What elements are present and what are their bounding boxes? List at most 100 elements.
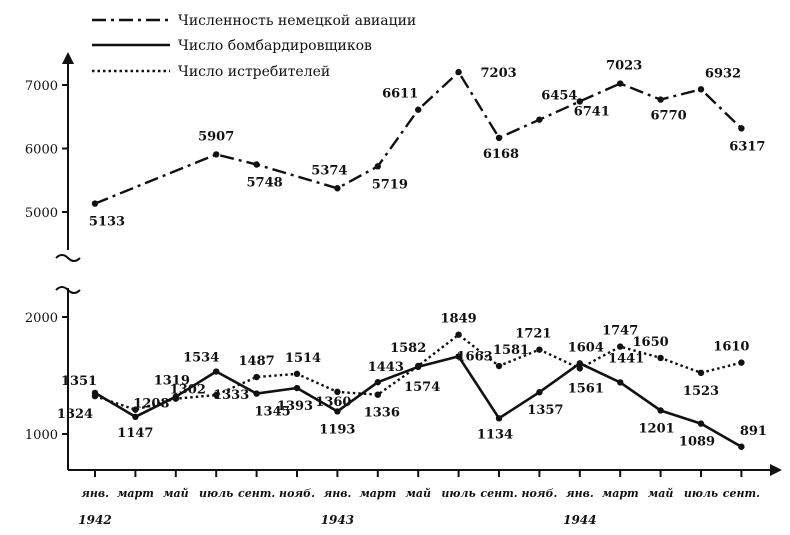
data-label: 1134 [477,427,513,442]
data-point [91,200,99,207]
x-tick-label: сент. [480,487,517,500]
data-point [132,406,139,413]
data-label: 6932 [705,66,741,81]
data-label: 6317 [729,139,765,154]
data-label: 1487 [239,354,275,369]
x-tick-label: сент. [723,487,760,500]
data-label: 1514 [285,351,321,366]
data-point [536,389,543,396]
x-tick-label: июль [441,487,475,500]
data-label: 1721 [515,327,551,342]
data-label: 5907 [198,129,234,144]
axis-break-mark [55,286,81,294]
data-label: 1523 [683,384,719,399]
data-point [374,391,381,398]
x-tick-label: янв. [323,487,351,500]
data-point [334,185,341,192]
data-label: 6454 [541,89,577,104]
data-point [617,379,624,386]
data-label: 1345 [255,405,291,420]
data-point [455,353,462,360]
x-axis-arrow [770,464,782,476]
axis-break-mark [55,254,81,262]
x-tick-label: май [405,487,431,500]
data-point [495,134,503,142]
data-point [657,407,664,414]
x-tick-label: янв. [566,487,594,500]
data-point [213,368,220,375]
data-point [697,420,705,427]
data-label: 5374 [311,163,347,178]
x-tick-label: июль [684,487,718,500]
data-point [132,413,139,421]
data-label: 6168 [483,147,519,162]
data-point [576,365,583,372]
data-point [697,369,705,377]
data-point [576,360,583,367]
data-label: 1147 [117,426,153,441]
x-tick-label: нояб. [521,487,557,500]
x-tick-label: март [602,487,639,500]
data-point [536,346,543,353]
y-tick-label: 1000 [25,428,58,443]
data-label: 5748 [247,176,283,191]
data-label: 1534 [183,351,219,366]
data-point [738,443,745,450]
data-label: 1360 [315,395,351,410]
data-label: 1610 [713,340,749,355]
data-label: 1574 [404,380,440,395]
data-label: 7023 [606,59,642,74]
data-label: 1351 [61,374,97,389]
data-label: 1201 [639,421,675,436]
data-label: 1849 [441,312,477,327]
data-label: 1441 [608,351,644,366]
data-point [415,106,422,113]
y-tick-label: 2000 [25,311,58,326]
data-label: 1561 [568,381,604,396]
x-tick-label: нояб. [279,487,315,500]
data-label: 1336 [364,406,400,421]
data-point [617,80,624,87]
data-point [455,331,462,338]
data-point [253,373,260,381]
x-tick-label: янв. [81,487,109,500]
data-point [657,96,664,103]
data-label: 1747 [602,324,638,339]
data-point [374,163,381,170]
data-point [213,151,220,158]
year-label: 1944 [563,513,596,527]
data-point [536,116,543,123]
data-label: 7203 [481,66,517,81]
x-tick-label: июль [199,487,233,500]
data-point [617,343,624,350]
data-point [495,415,503,422]
data-point [293,370,301,378]
data-point [738,359,745,366]
data-label: 891 [740,424,767,439]
legend-label: Численность немецкой авиации [178,13,416,29]
y-axis-arrow [62,52,74,64]
y-tick-label: 7000 [25,79,58,94]
data-label: 1324 [57,407,93,422]
x-tick-label: март [117,487,154,500]
data-label: 1393 [277,399,313,414]
data-label: 1357 [527,403,563,418]
x-tick-label: май [648,487,674,500]
data-point [415,362,422,370]
data-point [576,98,583,105]
y-tick-label: 6000 [25,143,58,158]
series-line-0 [94,70,743,205]
data-point [495,362,503,370]
data-point [455,68,462,76]
data-label: 1333 [213,388,249,403]
data-point [172,395,179,402]
data-point [697,86,705,93]
data-point [657,354,664,362]
data-label: 5719 [372,177,408,192]
legend-label: Число бомбардировщиков [178,38,372,54]
data-label: 1208 [133,397,169,412]
data-label: 5133 [89,215,125,230]
data-label: 6770 [651,109,687,124]
